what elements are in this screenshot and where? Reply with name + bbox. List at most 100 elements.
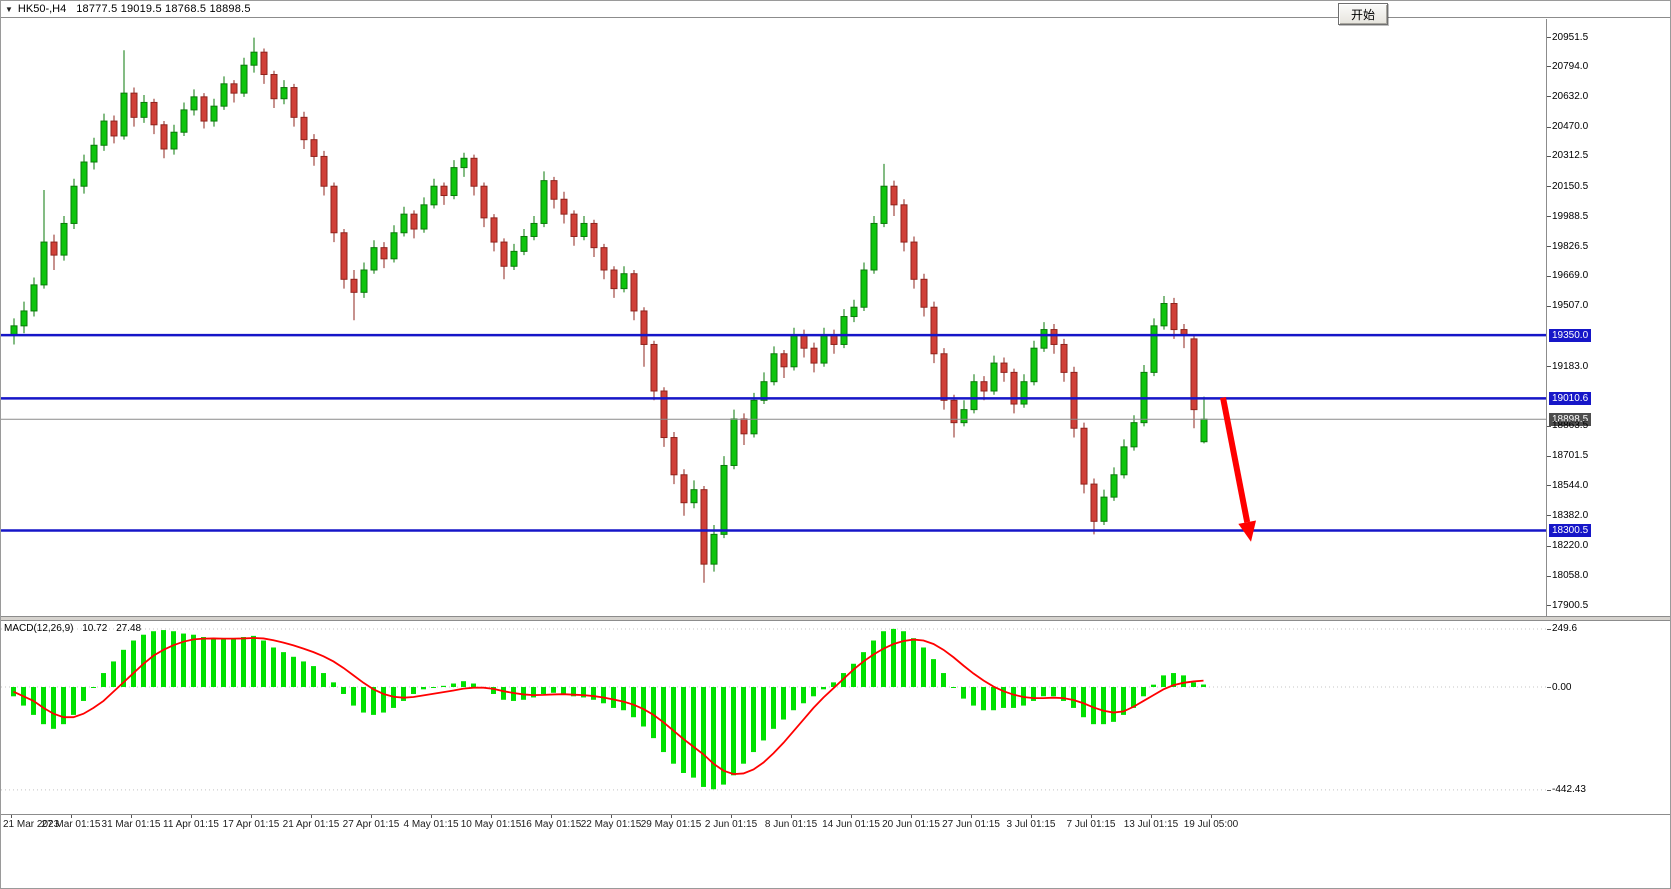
down-arrow-head[interactable] xyxy=(1238,520,1257,542)
macd-histogram-bar xyxy=(381,687,386,713)
candle-up xyxy=(30,284,38,312)
time-axis-label: 29 May 01:15 xyxy=(640,819,702,830)
time-axis-tick xyxy=(371,815,372,818)
macd-histogram-bar xyxy=(1191,682,1196,687)
macd-histogram-bar xyxy=(1071,687,1076,708)
macd-histogram-bar xyxy=(401,687,406,701)
down-arrow-annotation[interactable] xyxy=(1220,396,1251,523)
candle-up xyxy=(820,334,828,364)
candle-up xyxy=(220,83,228,107)
candle-down xyxy=(160,124,168,150)
candle-up xyxy=(970,381,978,411)
price-chart-svg[interactable] xyxy=(1,19,1547,616)
candle-up xyxy=(1120,446,1128,476)
macd-histogram-bar xyxy=(951,687,956,688)
macd-histogram-bar xyxy=(291,656,296,687)
time-axis-label: 14 Jun 01:15 xyxy=(822,819,880,830)
time-axis-label: 21 Apr 01:15 xyxy=(282,819,340,830)
macd-pane[interactable]: MACD(12,26,9) 10.72 27.48 xyxy=(1,621,1547,814)
candle-down xyxy=(910,241,918,280)
macd-histogram-bar xyxy=(521,687,526,700)
candle-down xyxy=(830,334,838,345)
candle-up xyxy=(1200,418,1208,443)
macd-histogram-bar xyxy=(861,652,866,687)
price-axis-tick xyxy=(1547,37,1551,38)
time-axis[interactable]: 21 Mar 2023 27 Mar 01:15 31 Mar 01:15 11 Ap… xyxy=(1,814,1670,835)
macd-histogram-bar xyxy=(811,687,816,697)
candle-down xyxy=(300,116,308,141)
macd-histogram-bar xyxy=(411,687,416,694)
price-axis-label: 20312.5 xyxy=(1552,150,1589,162)
price-axis[interactable]: 20951.5 20794.0 20632.0 20470.0 20312.5 20150… xyxy=(1547,19,1670,616)
candle-up xyxy=(880,185,888,224)
price-axis-tick xyxy=(1547,66,1551,68)
macd-histogram-bar xyxy=(371,687,376,715)
macd-histogram-bar xyxy=(931,659,936,687)
macd-chart-svg[interactable] xyxy=(1,621,1547,814)
macd-histogram-bar xyxy=(231,638,236,687)
time-axis-label: 22 May 01:15 xyxy=(580,819,642,830)
time-axis-label: 27 Jun 01:15 xyxy=(942,819,1000,830)
candle-down xyxy=(1090,483,1098,522)
axis-separator xyxy=(1546,19,1547,814)
candle-up xyxy=(360,269,368,293)
candle-down xyxy=(410,213,418,230)
macd-histogram-bar xyxy=(881,631,886,687)
price-axis-tick xyxy=(1547,485,1551,487)
macd-histogram-bar xyxy=(531,687,536,698)
candle-down xyxy=(950,399,958,424)
time-axis-tick xyxy=(11,815,12,818)
macd-histogram-bar xyxy=(571,687,576,697)
time-axis-label: 2 Jun 01:15 xyxy=(704,819,758,830)
candle-down xyxy=(980,381,988,392)
price-axis-tick xyxy=(1547,605,1551,606)
macd-histogram-bar xyxy=(311,666,316,687)
time-axis-label: 8 Jun 01:15 xyxy=(764,819,818,830)
macd-histogram-bar xyxy=(1061,687,1066,701)
time-axis-tick xyxy=(491,815,492,818)
macd-histogram-bar xyxy=(271,647,276,687)
time-axis-label: 31 Mar 01:15 xyxy=(101,819,161,830)
macd-histogram-bar xyxy=(1161,675,1166,687)
macd-histogram-bar xyxy=(111,661,116,687)
candle-up xyxy=(420,204,428,230)
macd-axis[interactable]: 249.6 0.00 -442.43 xyxy=(1547,621,1670,814)
candle-down xyxy=(340,232,348,280)
macd-histogram-bar xyxy=(601,687,606,704)
macd-signal-value: 27.48 xyxy=(116,623,142,634)
price-axis-label: 20951.5 xyxy=(1552,31,1589,43)
macd-histogram-bar xyxy=(871,640,876,687)
candle-down xyxy=(650,343,658,392)
macd-histogram-bar xyxy=(91,687,96,688)
candle-up xyxy=(140,101,148,118)
time-axis-label: 4 May 01:15 xyxy=(403,819,459,830)
candle-down xyxy=(800,334,808,349)
macd-histogram-bar xyxy=(1111,687,1116,722)
pane-splitter[interactable] xyxy=(1,616,1670,621)
macd-histogram-bar xyxy=(551,687,556,693)
macd-histogram-bar xyxy=(791,687,796,711)
candle-down xyxy=(320,155,328,187)
macd-histogram-bar xyxy=(851,663,856,687)
price-pane[interactable] xyxy=(1,19,1547,616)
macd-histogram-bar xyxy=(801,687,806,704)
candle-down xyxy=(490,217,498,243)
macd-histogram-bar xyxy=(171,631,176,687)
candle-down xyxy=(440,185,448,197)
macd-histogram-bar xyxy=(511,687,516,701)
macd-histogram-bar xyxy=(121,649,126,687)
macd-histogram-bar xyxy=(1181,675,1186,687)
price-axis-label: 18898.5 xyxy=(1549,412,1592,426)
price-axis-label: 20632.0 xyxy=(1552,90,1589,102)
macd-histogram-bar xyxy=(961,687,966,699)
macd-value: 10.72 xyxy=(82,623,108,634)
candle-down xyxy=(940,353,948,401)
time-axis-label: 20 Jun 01:15 xyxy=(882,819,940,830)
start-button[interactable]: 开始 xyxy=(1338,3,1388,25)
macd-histogram-bar xyxy=(461,681,466,687)
macd-histogram-bar xyxy=(831,682,836,687)
time-axis-tick xyxy=(311,815,312,818)
price-axis-tick xyxy=(1547,246,1551,248)
collapse-icon[interactable]: ▼ xyxy=(5,4,13,14)
macd-histogram-bar xyxy=(661,687,666,753)
